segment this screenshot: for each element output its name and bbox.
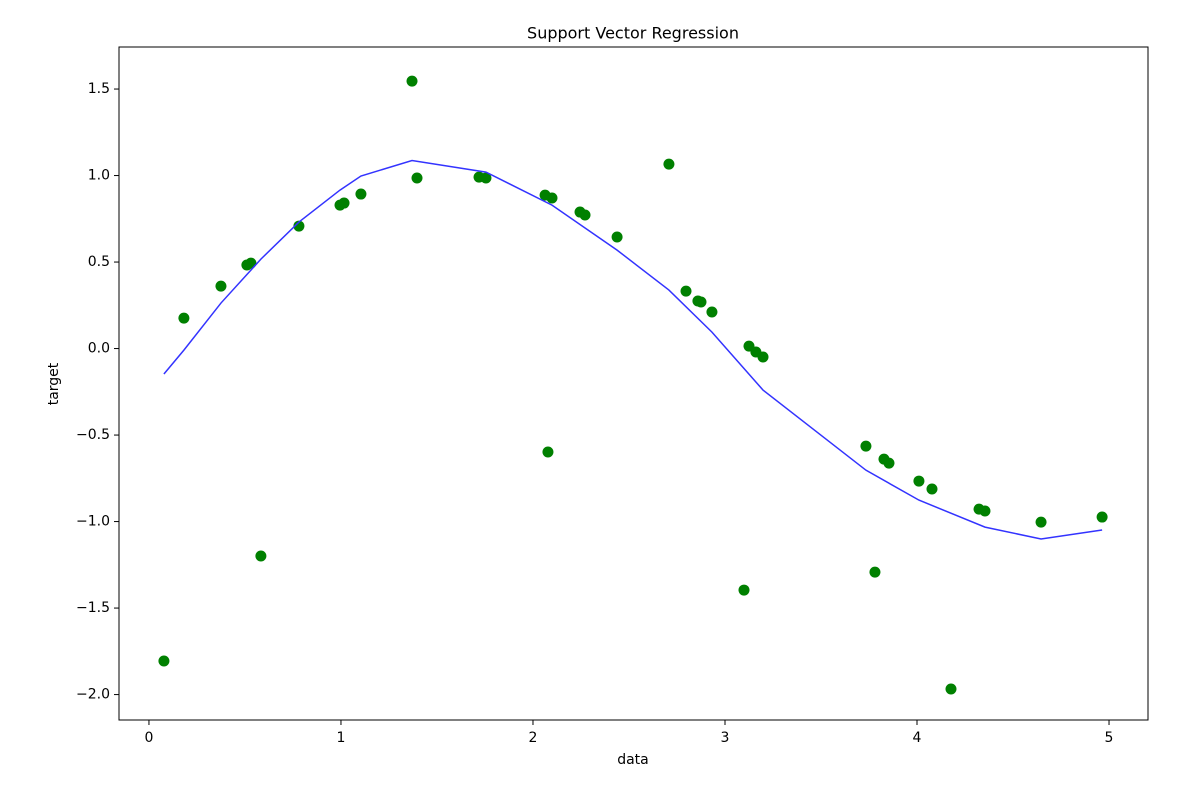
- point: [883, 457, 895, 469]
- point: [255, 550, 267, 562]
- y-tick-label: 0.0: [88, 341, 110, 357]
- x-tick-label: 4: [913, 730, 922, 746]
- y-tick-label: 1.5: [88, 81, 110, 97]
- point: [480, 172, 492, 184]
- point: [869, 566, 881, 578]
- y-tick-label: −2.0: [76, 687, 110, 703]
- point: [215, 280, 227, 292]
- y-tick-label: −1.0: [76, 514, 110, 530]
- x-tick-label: 2: [529, 730, 538, 746]
- plot-frame: [118, 46, 1149, 721]
- point: [542, 446, 554, 458]
- point: [945, 683, 957, 695]
- point: [355, 188, 367, 200]
- y-tick-label: −0.5: [76, 427, 110, 443]
- point: [1035, 516, 1047, 528]
- point: [579, 209, 591, 221]
- point: [979, 505, 991, 517]
- point: [1096, 511, 1108, 523]
- x-tick-label: 1: [337, 730, 346, 746]
- y-tick-label: 0.5: [88, 254, 110, 270]
- point: [926, 483, 938, 495]
- x-axis-label: data: [617, 752, 649, 768]
- point: [706, 306, 718, 318]
- point: [411, 172, 423, 184]
- point: [245, 257, 257, 269]
- y-tick-label: 1.0: [88, 168, 110, 184]
- point: [611, 231, 623, 243]
- x-tick-label: 5: [1105, 730, 1114, 746]
- point: [663, 158, 675, 170]
- point: [546, 192, 558, 204]
- point: [757, 351, 769, 363]
- x-tick-label: 3: [721, 730, 730, 746]
- point: [406, 75, 418, 87]
- y-tick-label: −1.5: [76, 600, 110, 616]
- point: [738, 584, 750, 596]
- point: [860, 440, 872, 452]
- point: [338, 197, 350, 209]
- y-axis-label: target: [46, 362, 62, 405]
- x-tick-label: 0: [144, 730, 153, 746]
- point: [680, 285, 692, 297]
- point: [913, 475, 925, 487]
- chart-title: Support Vector Regression: [527, 24, 739, 43]
- point: [293, 220, 305, 232]
- point: [178, 312, 190, 324]
- point: [158, 655, 170, 667]
- line: [163, 159, 1103, 540]
- point: [695, 296, 707, 308]
